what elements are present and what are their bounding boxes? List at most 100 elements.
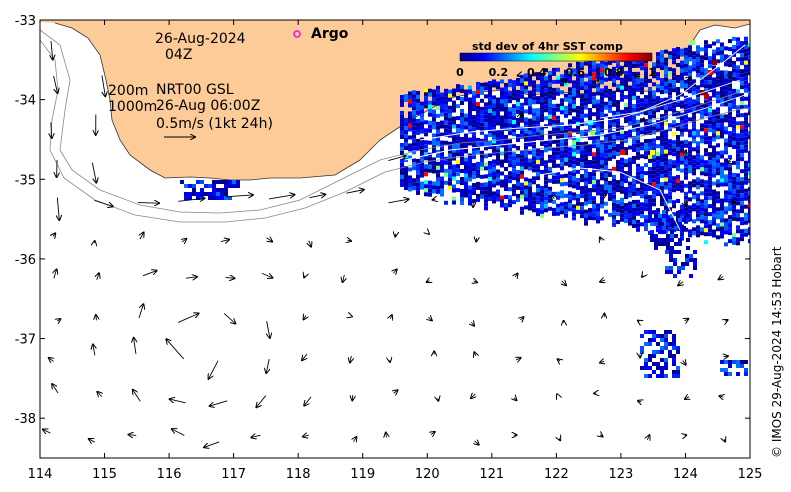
sst-cell: [488, 129, 492, 134]
sst-cell: [528, 186, 532, 191]
sst-cell: [658, 230, 662, 234]
sst-cell: [636, 187, 640, 192]
sst-cell: [700, 215, 704, 220]
sst-cell: [704, 216, 708, 221]
sst-cell: [676, 150, 680, 155]
sst-cell: [588, 60, 592, 65]
sst-cell: [736, 141, 740, 146]
sst-cell: [456, 144, 460, 149]
sst-cell: [748, 63, 750, 68]
sst-cell: [658, 242, 662, 246]
current-arrow: [638, 321, 639, 322]
sst-cell: [672, 68, 676, 73]
sst-cell: [688, 197, 692, 202]
sst-cell: [716, 195, 720, 200]
sst-cell: [560, 194, 564, 199]
sst-cell: [408, 111, 412, 116]
sst-cell: [544, 80, 548, 85]
sst-cell: [508, 147, 512, 152]
sst-cell: [584, 221, 588, 226]
sst-cell: [520, 134, 524, 139]
sst-cell: [516, 137, 520, 142]
sst-cell: [588, 208, 592, 213]
current-arrow: [93, 344, 95, 356]
depth-1000-label: 1000m: [108, 99, 157, 115]
sst-cell: [592, 208, 596, 213]
sst-cell: [732, 176, 736, 181]
sst-cell: [564, 137, 568, 142]
sst-cell: [748, 215, 750, 220]
sst-cell: [464, 169, 468, 174]
sst-cell: [612, 142, 616, 147]
sst-cell: [584, 217, 588, 222]
sst-cell: [732, 236, 736, 241]
sst-cell: [652, 202, 656, 207]
sst-cell: [516, 177, 520, 182]
sst-cell: [628, 105, 632, 110]
sst-cell: [676, 178, 680, 183]
sst-cell: [724, 226, 728, 231]
sst-cell: [508, 159, 512, 164]
sst-cell: [712, 153, 716, 158]
sst-cell: [728, 364, 732, 368]
sst-cell: [624, 179, 628, 184]
sst-cell: [596, 207, 600, 212]
sst-cell: [536, 192, 540, 197]
sst-cell: [720, 98, 724, 103]
sst-cell: [664, 197, 668, 202]
sst-cell: [432, 97, 436, 102]
sst-cell: [544, 148, 548, 153]
sst-cell: [448, 121, 452, 126]
sst-cell: [512, 192, 516, 197]
sst-cell: [436, 133, 440, 138]
sst-cell: [654, 234, 658, 238]
sst-cell: [472, 103, 476, 108]
sst-cell: [568, 75, 572, 80]
sst-cell: [664, 193, 668, 198]
sst-cell: [216, 180, 220, 184]
sst-cell: [492, 127, 496, 132]
sst-cell: [612, 70, 616, 75]
sst-cell: [580, 214, 584, 219]
sst-cell: [674, 242, 678, 246]
sst-cell: [612, 202, 616, 207]
sst-cell: [620, 137, 624, 142]
sst-cell: [676, 50, 680, 55]
sst-cell: [588, 96, 592, 101]
sst-cell: [680, 64, 684, 69]
current-arrow: [204, 441, 220, 447]
sst-cell: [548, 206, 552, 211]
sst-cell: [472, 151, 476, 156]
sst-cell: [588, 72, 592, 77]
sst-cell: [200, 188, 204, 192]
sst-cell: [472, 147, 476, 152]
sst-cell: [568, 151, 572, 156]
sst-cell: [504, 194, 508, 199]
sst-cell: [496, 113, 500, 118]
sst-cell: [540, 133, 544, 138]
sst-cell: [468, 113, 472, 118]
sst-cell: [580, 114, 584, 119]
sst-cell: [520, 206, 524, 211]
sst-cell: [192, 188, 196, 192]
sst-cell: [744, 228, 748, 233]
sst-cell: [440, 148, 444, 153]
sst-cell: [584, 193, 588, 198]
sst-cell: [640, 142, 644, 147]
sst-cell: [508, 95, 512, 100]
sst-cell: [560, 74, 564, 79]
sst-cell: [632, 95, 636, 100]
sst-cell: [636, 143, 640, 148]
sst-cell: [524, 81, 528, 86]
sst-cell: [688, 89, 692, 94]
sst-cell: [612, 114, 616, 119]
sst-cell: [496, 109, 500, 114]
sst-cell: [652, 70, 656, 75]
sst-cell: [512, 92, 516, 97]
sst-cell: [400, 170, 404, 175]
sst-cell: [640, 130, 644, 135]
sst-cell: [684, 87, 688, 92]
sst-cell: [532, 164, 536, 169]
sst-cell: [520, 74, 524, 79]
sst-cell: [436, 149, 440, 154]
